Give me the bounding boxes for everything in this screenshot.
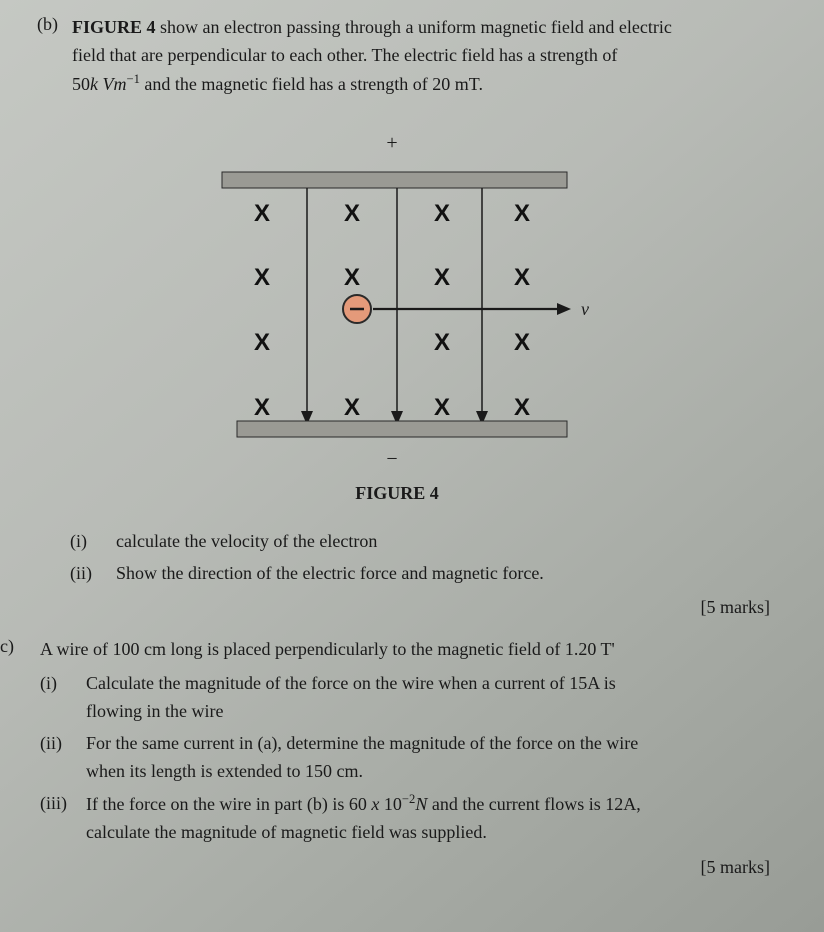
- velocity-label: v: [581, 299, 589, 319]
- svg-text:X: X: [344, 264, 360, 291]
- c-ii-text: For the same current in (a), determine t…: [86, 730, 638, 786]
- c-iii-exp: −2: [402, 792, 415, 806]
- c-iii-N: N: [415, 794, 427, 814]
- question-c: c) A wire of 100 cm long is placed perpe…: [0, 636, 794, 664]
- c-iii-ten: 10: [379, 794, 402, 814]
- svg-text:X: X: [514, 394, 530, 421]
- c-i-text: Calculate the magnitude of the force on …: [86, 670, 616, 726]
- c-i-num: (i): [40, 670, 86, 698]
- svg-text:X: X: [434, 200, 450, 227]
- svg-text:X: X: [514, 329, 530, 356]
- svg-text:X: X: [344, 394, 360, 421]
- svg-text:X: X: [514, 200, 530, 227]
- b-line3-kvm: k Vm: [90, 74, 126, 94]
- b-line2: field that are perpendicular to each oth…: [72, 45, 617, 65]
- field-lines: [301, 188, 488, 425]
- label-b: (b): [0, 14, 72, 35]
- svg-text:X: X: [254, 200, 270, 227]
- c-i-l2: flowing in the wire: [86, 701, 223, 721]
- svg-text:X: X: [254, 394, 270, 421]
- figure-4-container: + X X X X X X X X X: [0, 117, 794, 477]
- c-ii-l2: when its length is extended to 150 cm.: [86, 761, 363, 781]
- b-line3-exp: −1: [126, 72, 139, 86]
- b-line1: show an electron passing through a unifo…: [156, 17, 672, 37]
- svg-text:X: X: [344, 200, 360, 227]
- b-marks: [5 marks]: [0, 597, 770, 618]
- figure-4: + X X X X X X X X X: [167, 117, 627, 477]
- top-plate: [222, 172, 567, 188]
- svg-text:X: X: [434, 329, 450, 356]
- exam-page: (b) FIGURE 4 show an electron passing th…: [0, 0, 824, 932]
- c-ii-l1: For the same current in (a), determine t…: [86, 733, 638, 753]
- b-ii-num: (ii): [70, 560, 116, 588]
- svg-text:X: X: [254, 264, 270, 291]
- c-iii-num: (iii): [40, 790, 86, 818]
- text-b: FIGURE 4 show an electron passing throug…: [72, 14, 672, 99]
- c-i: (i) Calculate the magnitude of the force…: [40, 670, 794, 726]
- text-c: A wire of 100 cm long is placed perpendi…: [40, 636, 615, 664]
- c-subitems: (i) Calculate the magnitude of the force…: [40, 670, 794, 846]
- b-ii-text: Show the direction of the electric force…: [116, 560, 544, 588]
- c-iii-l1-pre: If the force on the wire in part (b) is …: [86, 794, 371, 814]
- c-iii-l2: calculate the magnitude of magnetic fiel…: [86, 822, 487, 842]
- bottom-plate: [237, 421, 567, 437]
- b-line3-pre: 50: [72, 74, 90, 94]
- b-ii: (ii) Show the direction of the electric …: [70, 560, 794, 588]
- c-iii-post: and the current flows is 12A,: [427, 794, 640, 814]
- b-i-text: calculate the velocity of the electron: [116, 528, 377, 556]
- c-iii: (iii) If the force on the wire in part (…: [40, 790, 794, 847]
- svg-text:X: X: [514, 264, 530, 291]
- svg-text:X: X: [434, 264, 450, 291]
- b-subitems: (i) calculate the velocity of the electr…: [70, 528, 794, 588]
- c-ii: (ii) For the same current in (a), determ…: [40, 730, 794, 786]
- minus-symbol: −: [386, 448, 397, 470]
- b-i: (i) calculate the velocity of the electr…: [70, 528, 794, 556]
- svg-text:X: X: [254, 329, 270, 356]
- b-i-num: (i): [70, 528, 116, 556]
- velocity-arrow: v: [373, 299, 589, 319]
- c-ii-num: (ii): [40, 730, 86, 758]
- electron: [343, 295, 371, 323]
- plus-symbol: +: [386, 132, 397, 154]
- label-c: c): [0, 636, 28, 657]
- figure-ref: FIGURE 4: [72, 17, 156, 37]
- svg-text:X: X: [434, 394, 450, 421]
- b-line3-post: and the magnetic field has a strength of…: [140, 74, 483, 94]
- c-iii-text: If the force on the wire in part (b) is …: [86, 790, 641, 847]
- figure-caption: FIGURE 4: [0, 483, 794, 504]
- c-i-l1: Calculate the magnitude of the force on …: [86, 673, 616, 693]
- question-b: (b) FIGURE 4 show an electron passing th…: [0, 14, 794, 99]
- magnetic-field-marks: X X X X X X X X X X X X X X X: [254, 200, 530, 421]
- c-marks: [5 marks]: [0, 857, 770, 878]
